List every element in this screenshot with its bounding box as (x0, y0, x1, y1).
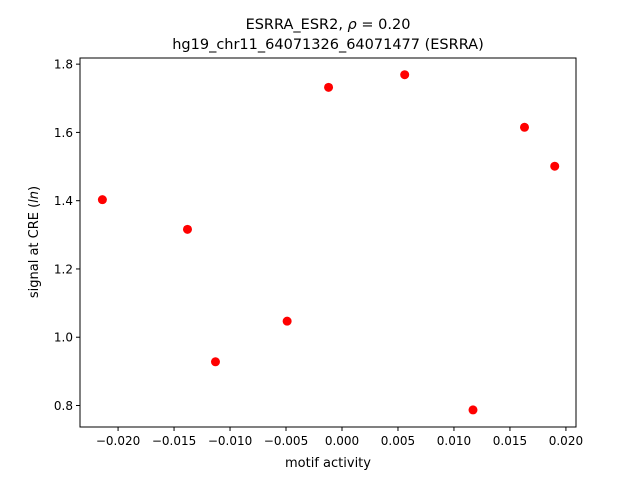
y-tick-label: 1.6 (54, 126, 73, 140)
title-rho-value: = 0.20 (357, 17, 411, 33)
data-point (210, 357, 220, 367)
title-rho-symbol: ρ (348, 17, 358, 33)
data-points (97, 70, 560, 415)
data-point (282, 316, 292, 326)
x-tick-label: 0.000 (325, 434, 359, 448)
data-point (519, 122, 529, 132)
y-tick-label: 0.8 (54, 399, 73, 413)
data-point (550, 161, 560, 171)
y-axis-label: signal at CRE (ln) (27, 186, 42, 298)
x-tick-label: −0.020 (96, 434, 140, 448)
chart-title-line2: hg19_chr11_64071326_64071477 (ESRRA) (172, 37, 484, 53)
x-tick-label: −0.005 (264, 434, 308, 448)
data-point (97, 195, 107, 205)
x-tick-label: 0.020 (549, 434, 583, 448)
y-tick-label: 1.4 (54, 194, 73, 208)
x-axis-label: motif activity (285, 456, 371, 471)
x-tick-label: 0.010 (437, 434, 471, 448)
y-label-italic: ln (27, 191, 42, 203)
x-tick-label: 0.015 (493, 434, 527, 448)
data-point (468, 405, 478, 415)
y-tick-label: 1.8 (54, 58, 73, 72)
x-axis-ticks: −0.020 −0.015 −0.010 −0.005 0.000 0.005 0.010 0… (96, 427, 583, 448)
x-tick-label: 0.005 (381, 434, 415, 448)
x-tick-label: −0.015 (152, 434, 196, 448)
chart-title-line1: ESRRA_ESR2, ρ = 0.20 (246, 17, 411, 33)
data-point (324, 82, 334, 92)
data-point (182, 224, 192, 234)
y-tick-label: 1.0 (54, 331, 73, 345)
plot-area (79, 57, 577, 428)
y-axis-ticks: 0.8 1.0 1.2 1.4 1.6 1.8 (54, 58, 80, 413)
x-tick-label: −0.010 (208, 434, 252, 448)
title-prefix: ESRRA_ESR2, (246, 17, 348, 33)
y-label-prefix: signal at CRE ( (27, 203, 42, 298)
y-label-suffix: ) (27, 186, 42, 191)
y-tick-label: 1.2 (54, 262, 73, 276)
data-point (400, 70, 410, 80)
